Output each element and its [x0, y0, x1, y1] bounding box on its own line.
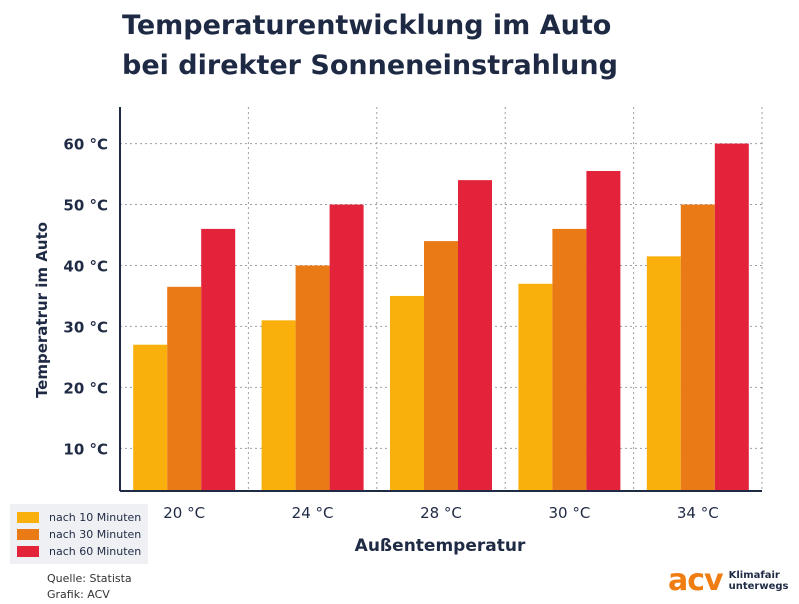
bar-60min [201, 228, 236, 491]
bar-10min [133, 344, 168, 491]
y-tick-label: 50 °C [63, 197, 108, 215]
y-tick-label: 20 °C [63, 379, 108, 397]
title-line-2: bei direkter Sonneneinstrahlung [122, 50, 618, 81]
y-tick-label: 60 °C [63, 136, 108, 154]
bar-60min [458, 180, 492, 491]
bar-60min [329, 204, 364, 491]
bar-10min [518, 283, 553, 491]
bar-30min [424, 241, 458, 491]
logo-tagline: Klimafair unterwegs [729, 570, 789, 592]
x-tick-label: 28 °C [420, 504, 462, 522]
source-line: Quelle: Statista [47, 572, 132, 585]
bar-10min [261, 320, 296, 491]
legend-swatch-60min [17, 546, 39, 557]
logo-mark: acv [668, 563, 724, 598]
x-tick-label: 30 °C [548, 504, 590, 522]
title-line-1: Temperaturentwicklung im Auto [122, 10, 612, 41]
bar-30min [167, 286, 202, 491]
legend-label-30min: nach 30 Minuten [49, 528, 142, 541]
source-note: Quelle: Statista Grafik: ACV [47, 571, 132, 603]
logo-tagline-line-1: Klimafair [728, 570, 780, 581]
legend-item-60min: nach 60 Minuten [17, 543, 141, 560]
bar-30min [552, 228, 587, 491]
legend-swatch-30min [17, 529, 39, 540]
bar-30min [680, 204, 715, 491]
acv-logo: acv Klimafair unterwegs [668, 566, 788, 596]
x-tick-label: 24 °C [292, 504, 334, 522]
legend-item-30min: nach 30 Minuten [17, 526, 141, 543]
legend-swatch-10min [17, 512, 39, 523]
bar-10min [646, 256, 681, 491]
y-tick-label: 10 °C [63, 440, 108, 458]
y-tick-label: 40 °C [63, 257, 108, 275]
bar-60min [586, 171, 621, 491]
legend: nach 10 Minuten nach 30 Minuten nach 60 … [10, 504, 149, 564]
chart-title: Temperaturentwicklung im Auto bei direkt… [122, 6, 618, 86]
legend-item-10min: nach 10 Minuten [17, 509, 141, 526]
legend-label-10min: nach 10 Minuten [49, 511, 142, 524]
x-tick-label: 34 °C [677, 504, 719, 522]
legend-label-60min: nach 60 Minuten [49, 545, 142, 558]
bar-10min [390, 295, 424, 491]
bar-60min [714, 143, 749, 492]
x-axis-label: Außentemperatur [354, 536, 526, 556]
y-tick-label: 30 °C [63, 318, 108, 336]
graphic-credit-line: Grafik: ACV [47, 588, 110, 601]
x-tick-label: 20 °C [163, 504, 205, 522]
logo-tagline-line-2: unterwegs [728, 581, 789, 592]
bar-30min [295, 265, 330, 491]
y-axis-label: Temperatrur im Auto [33, 221, 51, 399]
